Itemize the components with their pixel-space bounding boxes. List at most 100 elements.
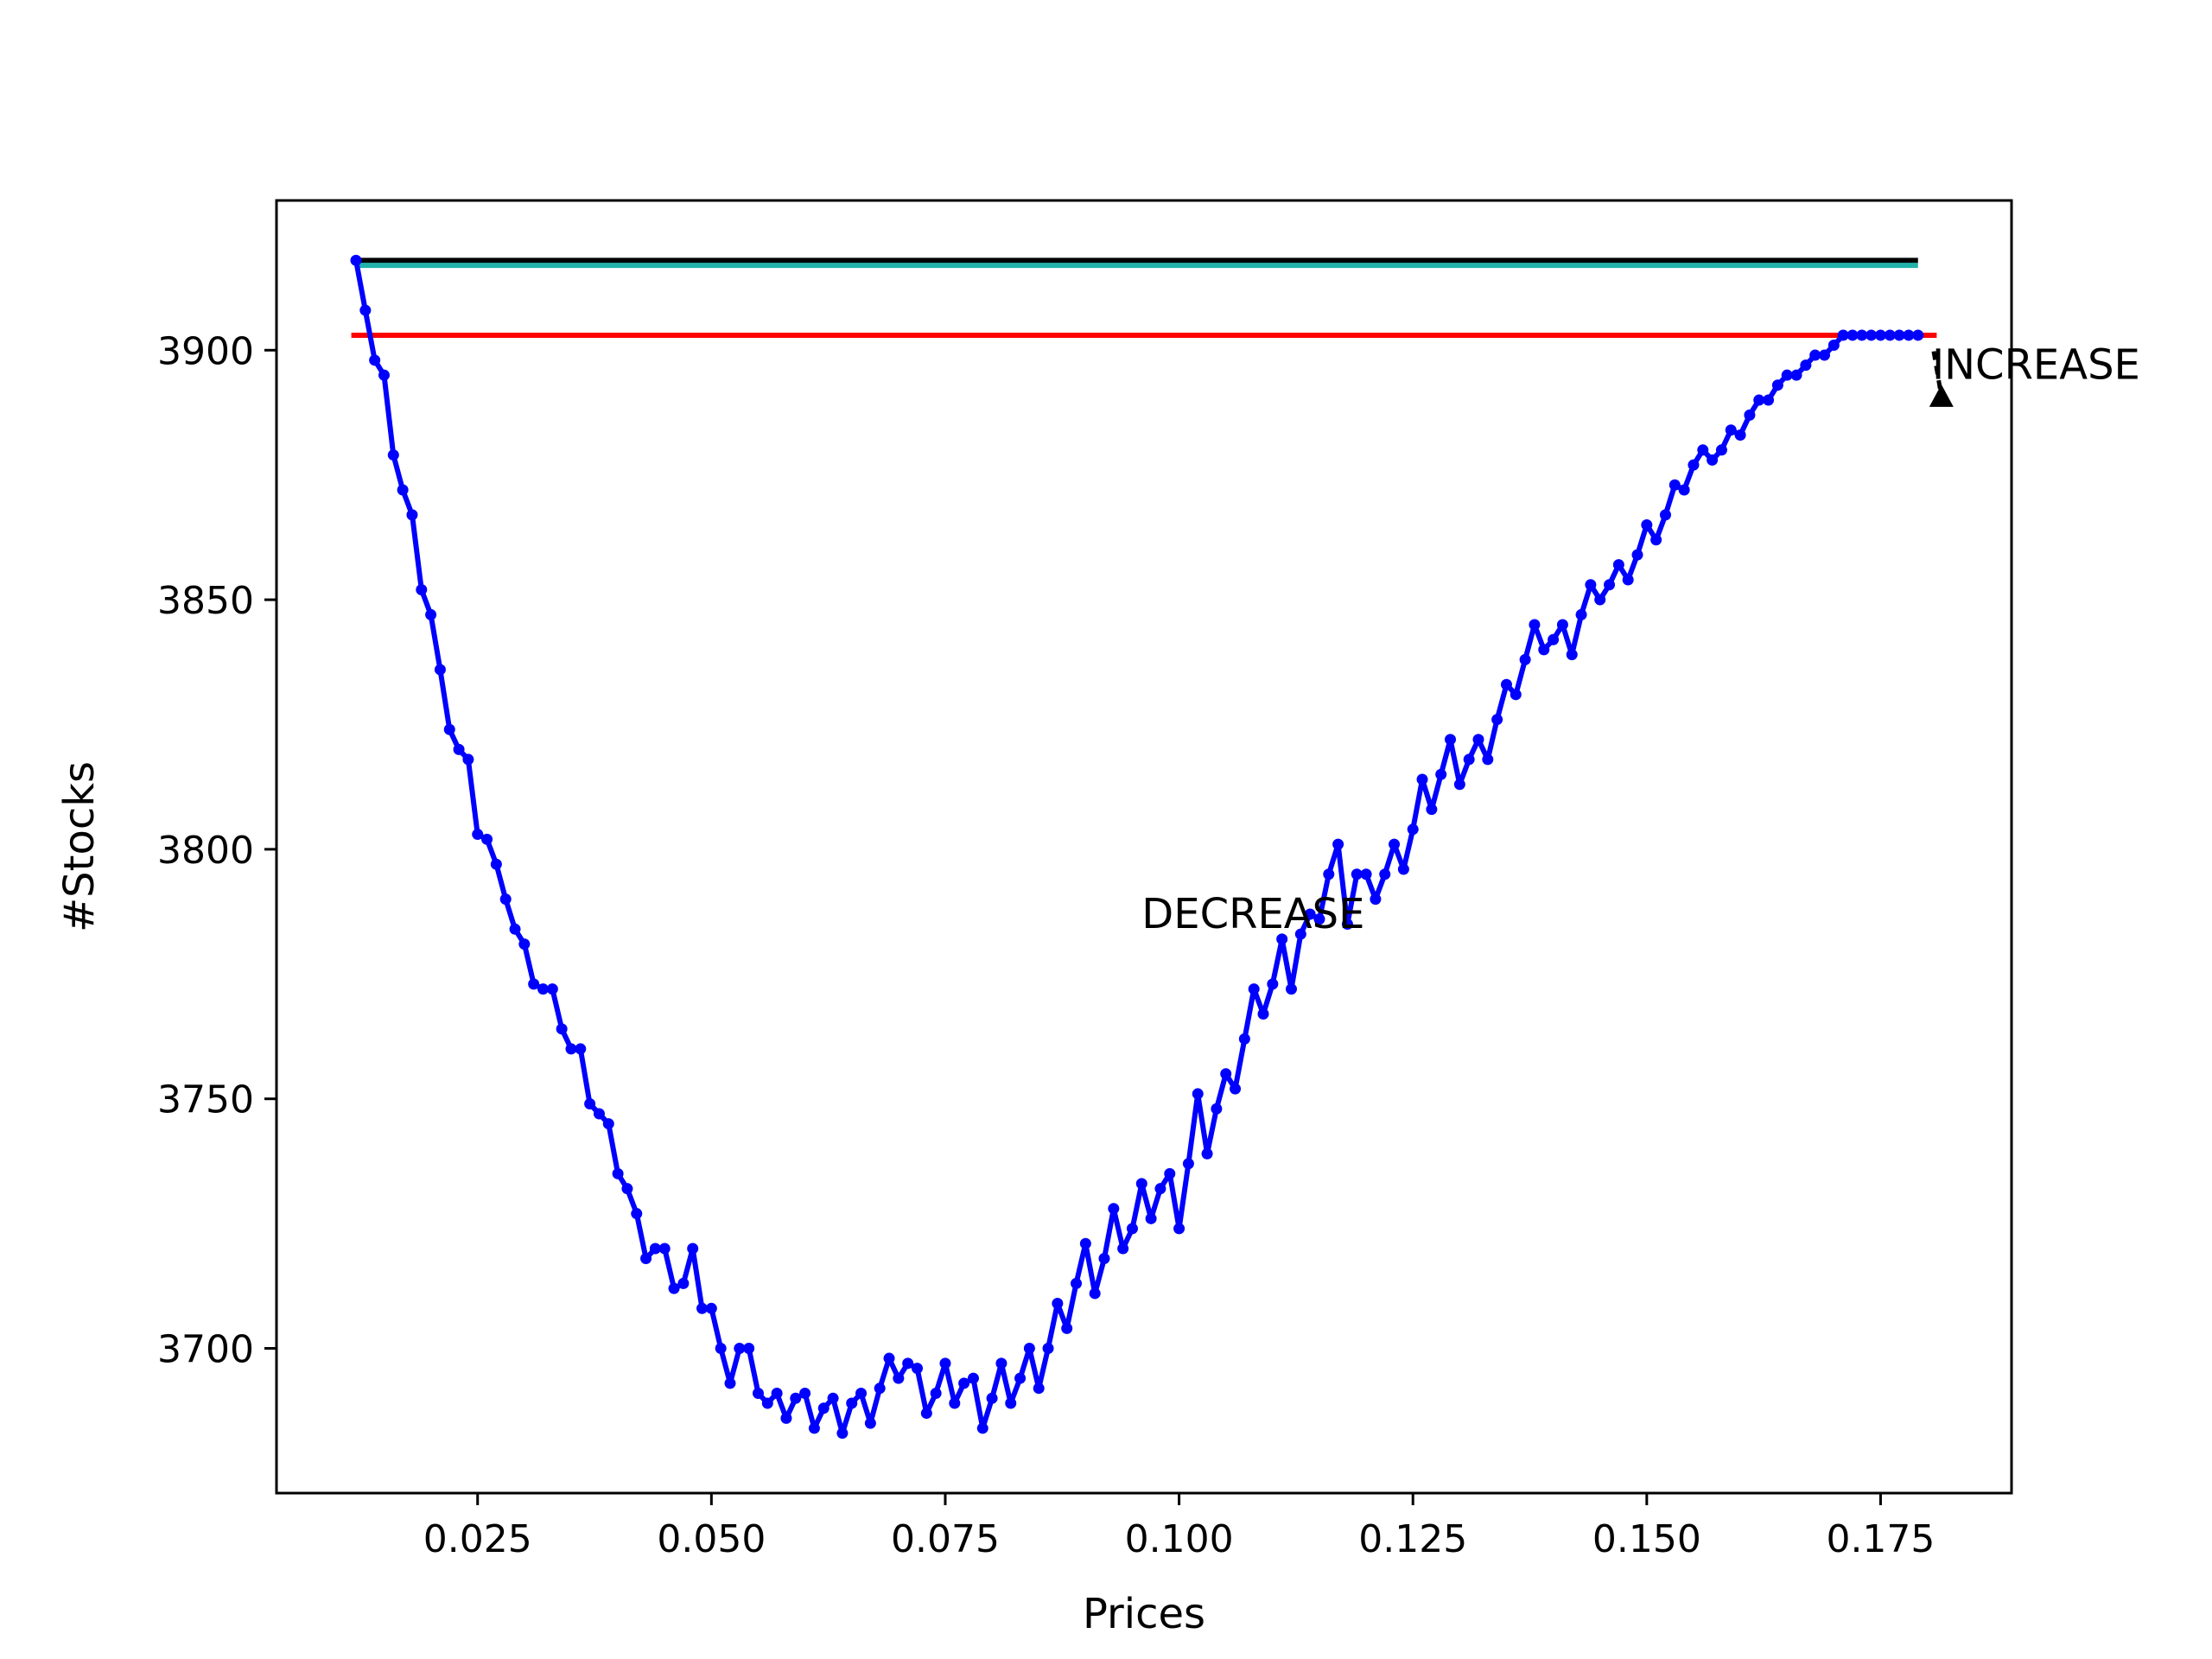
data-point — [1715, 444, 1727, 456]
data-point — [902, 1357, 914, 1370]
data-point — [612, 1167, 624, 1179]
data-point — [443, 723, 455, 735]
data-point — [546, 983, 558, 995]
data-point — [1173, 1223, 1185, 1235]
annotation-arrow-head — [1929, 384, 1954, 407]
data-point — [976, 1422, 988, 1434]
data-point — [1192, 1088, 1204, 1100]
x-tick-label: 0.050 — [657, 1517, 766, 1561]
data-point — [1397, 863, 1409, 875]
y-tick-label: 3900 — [157, 329, 254, 373]
data-point — [1445, 734, 1457, 746]
data-point — [1688, 459, 1700, 471]
data-point — [1257, 1007, 1269, 1020]
x-tick-label: 0.150 — [1592, 1517, 1701, 1561]
data-point — [1771, 379, 1783, 391]
data-point — [1351, 868, 1363, 880]
data-point — [864, 1417, 876, 1429]
data-point — [893, 1372, 905, 1384]
data-point — [668, 1282, 680, 1294]
data-point — [387, 449, 399, 461]
data-point — [715, 1342, 727, 1354]
data-point — [1837, 329, 1849, 341]
data-point — [490, 858, 502, 870]
data-point — [472, 829, 484, 841]
data-point — [1071, 1277, 1083, 1289]
data-point — [1884, 329, 1896, 341]
data-point — [920, 1408, 932, 1420]
data-point — [1678, 484, 1690, 496]
data-point — [565, 1043, 577, 1055]
data-point — [1108, 1203, 1120, 1215]
data-point — [1482, 753, 1494, 766]
data-point — [499, 893, 512, 906]
data-point — [677, 1277, 690, 1289]
data-point — [1145, 1212, 1157, 1224]
data-point — [1650, 534, 1662, 546]
data-point — [1893, 329, 1905, 341]
data-point — [1042, 1342, 1054, 1354]
data-point — [995, 1357, 1007, 1370]
data-point — [1753, 394, 1765, 406]
data-point — [1529, 619, 1541, 631]
data-point — [1267, 978, 1279, 990]
data-point — [939, 1357, 951, 1370]
data-point — [1211, 1103, 1223, 1115]
data-point — [1612, 559, 1624, 571]
data-point — [1135, 1178, 1147, 1190]
data-point — [1800, 359, 1812, 372]
data-point — [1519, 653, 1531, 665]
data-point — [453, 743, 465, 755]
data-point — [509, 923, 521, 935]
data-point — [481, 833, 493, 845]
y-tick-label: 3850 — [157, 579, 254, 623]
data-point — [1500, 678, 1512, 690]
data-point — [1697, 444, 1709, 456]
data-point — [1790, 369, 1802, 381]
data-point — [827, 1392, 839, 1404]
data-point — [1089, 1287, 1101, 1300]
data-point — [1827, 340, 1840, 352]
data-point — [1604, 579, 1616, 591]
data-point — [1538, 644, 1550, 656]
data-point — [846, 1397, 858, 1409]
data-point — [874, 1382, 886, 1395]
data-point — [1585, 579, 1597, 591]
data-point — [705, 1302, 717, 1314]
data-point — [687, 1243, 699, 1255]
data-point — [1332, 838, 1344, 850]
data-point — [1014, 1372, 1027, 1384]
y-tick-label: 3700 — [157, 1327, 254, 1371]
data-point — [1566, 649, 1578, 661]
data-point — [1631, 549, 1643, 561]
data-point — [1575, 608, 1587, 620]
data-point — [799, 1387, 811, 1399]
data-point — [883, 1352, 895, 1364]
data-point — [649, 1243, 661, 1255]
data-point — [1781, 369, 1793, 381]
plot-frame — [275, 199, 2013, 1495]
data-point — [1903, 329, 1915, 341]
y-tick-label: 3750 — [157, 1078, 254, 1122]
x-axis-label: Prices — [1083, 1590, 1205, 1638]
data-point — [1809, 349, 1821, 361]
data-point — [967, 1372, 979, 1384]
y-tick-label: 3800 — [157, 829, 254, 873]
data-point — [1819, 349, 1831, 361]
data-point — [1304, 908, 1316, 920]
data-point — [593, 1108, 605, 1120]
annotation-label-2: INCREASE — [1932, 341, 2140, 390]
annotation-arrow-shaft — [1931, 351, 1944, 397]
data-point — [1052, 1298, 1064, 1310]
data-point — [1220, 1068, 1232, 1080]
data-point — [584, 1097, 596, 1109]
data-point — [1416, 773, 1428, 785]
data-point — [434, 664, 446, 676]
data-point — [425, 608, 437, 620]
data-point — [817, 1402, 830, 1414]
data-point — [397, 484, 409, 496]
data-point — [1435, 768, 1447, 780]
data-point — [1744, 409, 1756, 421]
data-point — [1407, 823, 1419, 836]
